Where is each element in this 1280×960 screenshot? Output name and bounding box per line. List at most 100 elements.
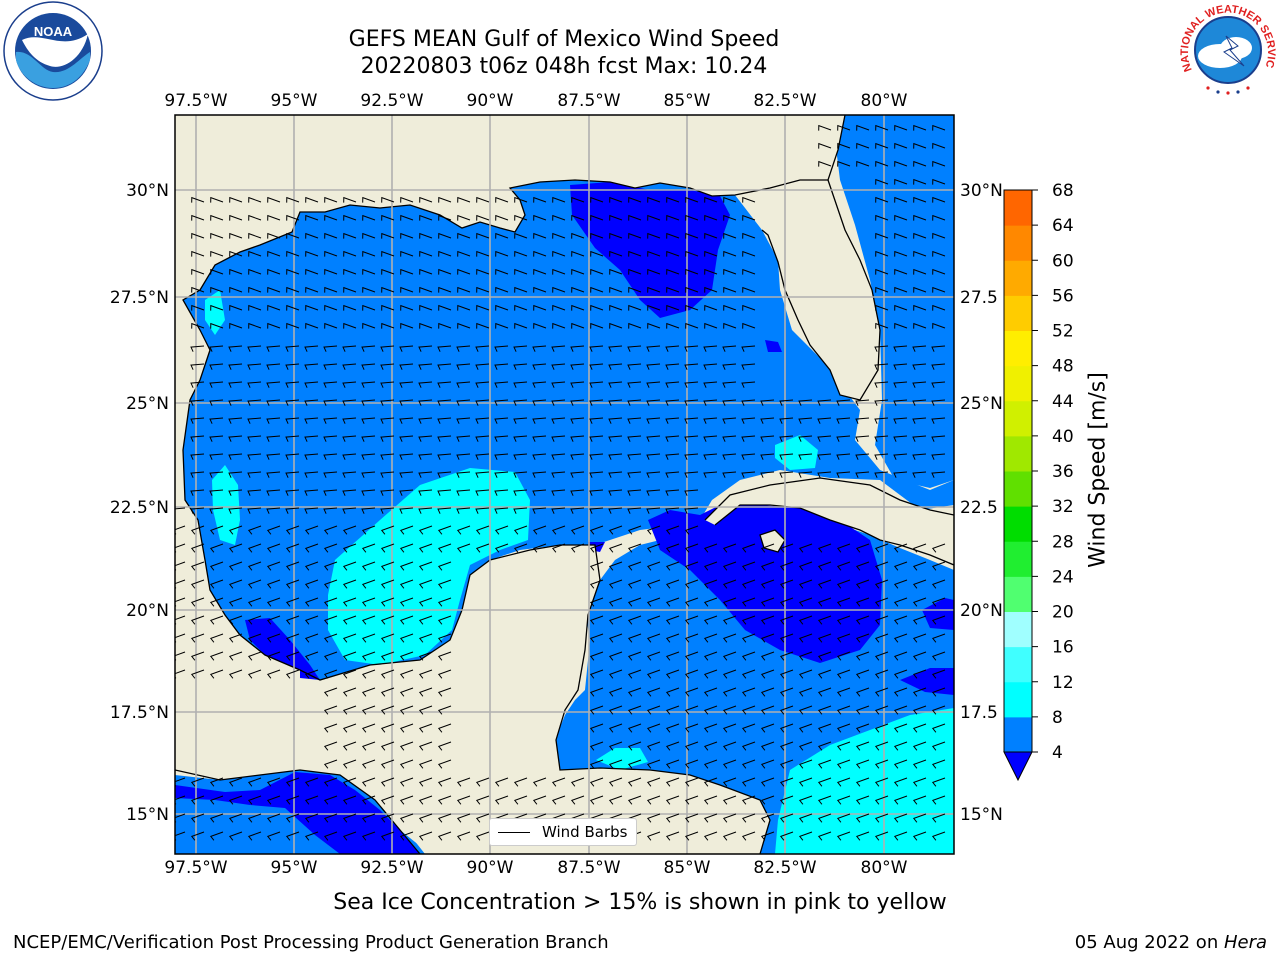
wind-barb	[893, 453, 908, 460]
wind-barb	[342, 345, 357, 352]
wind-barb	[342, 687, 357, 697]
wind-barb	[247, 345, 262, 352]
wind-barb	[209, 435, 224, 442]
wind-barb	[381, 268, 395, 275]
lon-labels-bottom: 97.5°W 95°W 92.5°W 90°W 87.5°W 85°W 82.5…	[164, 858, 907, 878]
wind-barb	[608, 741, 623, 751]
wind-barb	[304, 813, 319, 823]
wind-barb	[875, 286, 889, 293]
wind-barb	[684, 597, 699, 607]
wind-barb	[875, 232, 889, 239]
lon-label: 87.5°W	[557, 858, 620, 878]
wind-barb	[305, 286, 319, 293]
wind-barb	[893, 741, 908, 751]
wind-barb	[798, 597, 813, 607]
wind-barb	[741, 543, 756, 553]
wind-barb	[665, 417, 680, 424]
wind-barb	[703, 741, 718, 751]
wind-barb	[874, 795, 889, 805]
wind-barb	[456, 831, 471, 841]
wind-barb	[570, 525, 585, 535]
wind-barb	[285, 669, 300, 679]
wind-barb	[798, 741, 813, 751]
wind-barb	[855, 831, 870, 841]
wind-barb	[723, 304, 737, 311]
wind-barb	[609, 214, 623, 221]
wind-barb	[418, 399, 433, 406]
wind-barb	[723, 268, 737, 275]
wind-barb	[380, 507, 395, 514]
wind-barb	[665, 759, 680, 769]
wind-barb	[210, 304, 224, 311]
wind-barb	[798, 669, 813, 679]
wind-barb	[608, 759, 623, 769]
lat-label: 15°N	[960, 805, 1003, 825]
wind-barb	[343, 286, 357, 293]
wind-barb	[932, 250, 946, 257]
wind-barb	[893, 597, 908, 607]
wind-barb	[228, 507, 243, 514]
wind-barb	[343, 232, 357, 239]
wind-barb	[608, 705, 623, 715]
wind-barb	[228, 381, 243, 388]
wind-barb	[608, 345, 623, 352]
wind-barb	[551, 381, 566, 388]
wind-barb	[418, 363, 433, 370]
wind-barb	[175, 543, 186, 553]
wind-barb	[627, 399, 642, 406]
wind-barb	[361, 435, 376, 442]
wind-barb	[437, 399, 452, 406]
wind-barb	[495, 214, 509, 221]
colorbar-tick-label: 8	[1052, 708, 1063, 728]
colorbar-tick-label: 48	[1052, 357, 1074, 377]
wind-barb	[608, 777, 623, 787]
wind-barb	[779, 417, 794, 424]
wind-barb	[209, 399, 224, 406]
wind-barb	[855, 633, 870, 643]
wind-barb	[399, 831, 414, 841]
wind-barb	[589, 633, 604, 643]
colorbar-tick-label: 40	[1052, 427, 1074, 447]
wind-barb	[817, 597, 832, 607]
wind-barb	[456, 399, 471, 406]
wind-barb	[684, 669, 699, 679]
wind-barb	[627, 777, 642, 787]
wind-barb	[342, 507, 357, 514]
wind-barb	[532, 345, 547, 352]
wind-barb	[912, 813, 927, 823]
wind-barb	[609, 250, 623, 257]
wind-barb	[589, 435, 604, 442]
lat-label: 22.5°N	[110, 498, 169, 518]
wind-barb	[210, 232, 224, 239]
wind-barb	[399, 363, 414, 370]
wind-barb	[552, 268, 566, 275]
wind-barb	[361, 651, 376, 661]
wind-barb	[380, 489, 395, 496]
wind-barb	[589, 399, 604, 406]
wind-barb	[589, 453, 604, 460]
wind-barb	[342, 759, 357, 769]
wind-barb	[285, 561, 300, 571]
wind-barb	[399, 651, 414, 661]
wind-barb	[684, 363, 699, 370]
wind-barb	[418, 381, 433, 388]
wind-barb	[324, 268, 338, 275]
wind-barb	[723, 232, 737, 239]
wind-barb	[836, 633, 851, 643]
wind-barb	[513, 363, 528, 370]
wind-barb	[552, 286, 566, 293]
wind-barb	[323, 399, 338, 406]
wind-barb	[209, 795, 224, 805]
wind-barb	[912, 687, 927, 697]
wind-barb	[760, 741, 775, 751]
wind-barb	[228, 615, 243, 625]
wind-barb	[817, 777, 832, 787]
wind-barb	[456, 777, 471, 787]
wind-barb	[589, 705, 604, 715]
colorbar-tick-label: 24	[1052, 567, 1074, 587]
wind-barb	[228, 579, 243, 589]
wind-barb	[570, 435, 585, 442]
wind-barb	[589, 777, 604, 787]
colorbar-segment	[1004, 471, 1032, 507]
wind-barb	[418, 723, 433, 733]
